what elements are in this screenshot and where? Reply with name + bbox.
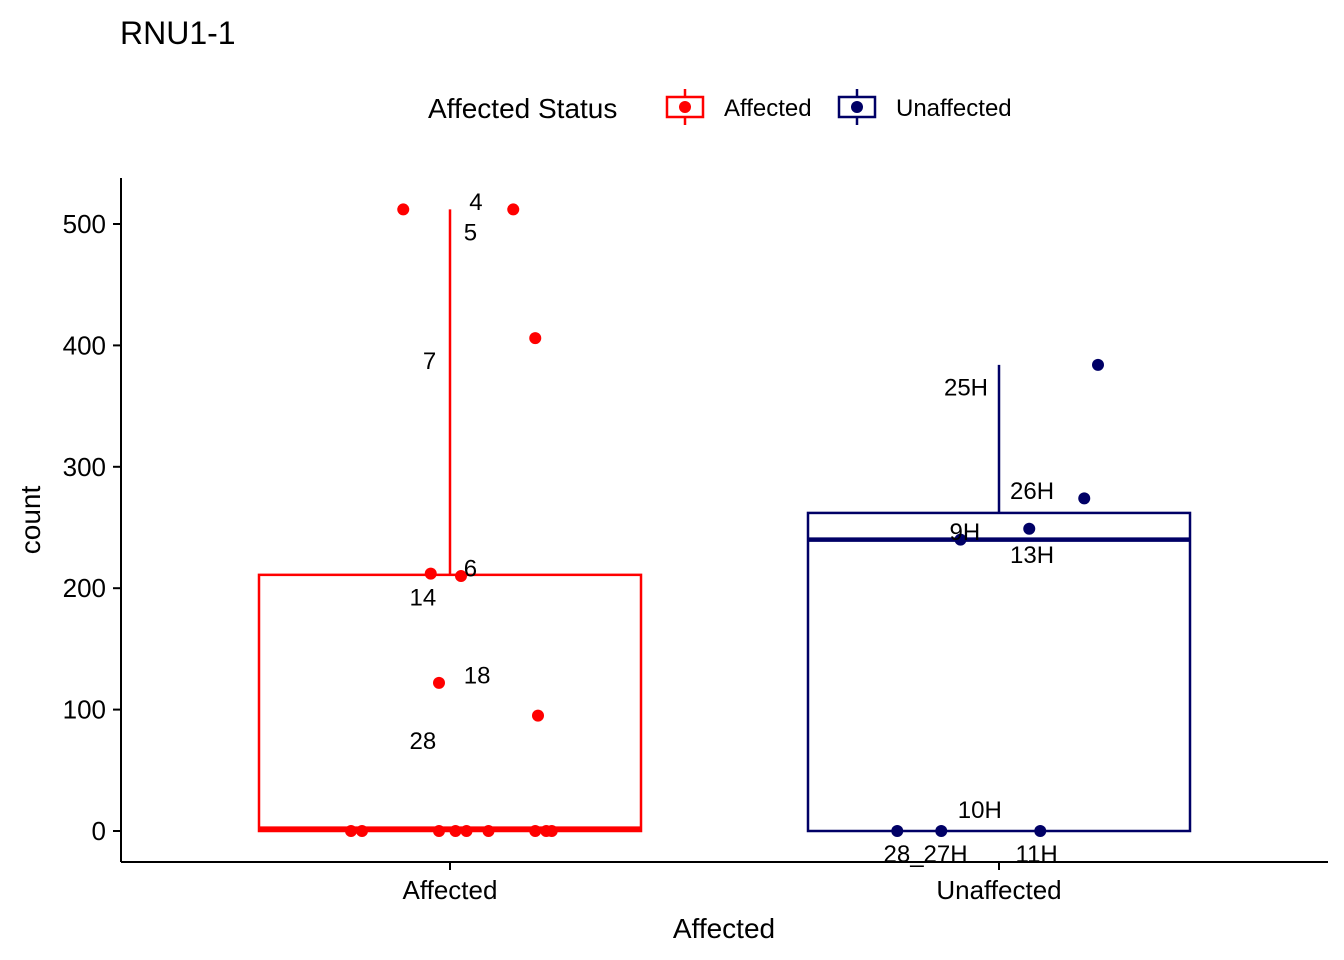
data-point [449, 825, 462, 837]
y-tick-label: 0 [92, 816, 106, 846]
data-point [455, 570, 467, 583]
data-point [529, 332, 542, 345]
data-point [1023, 522, 1036, 535]
data-point [891, 825, 904, 837]
point-label: 13H [1010, 542, 1054, 569]
data-point [424, 567, 437, 580]
y-tick-label: 200 [63, 573, 106, 603]
legend-label: Affected [724, 95, 812, 122]
data-point [1034, 825, 1047, 837]
point-label: 4 [469, 189, 482, 216]
data-point [935, 825, 948, 837]
y-tick-label: 300 [63, 452, 106, 482]
data-point [345, 825, 357, 837]
data-point [545, 825, 558, 837]
point-label: 28 [410, 728, 437, 755]
data-point [1092, 358, 1104, 371]
data-point [532, 709, 544, 722]
box [257, 573, 643, 833]
legend-key-unaffected [837, 89, 877, 125]
chart-title: RNU1-1 [120, 15, 236, 51]
legend: Affected Status Affected Unaffected [428, 89, 1012, 125]
data-point [433, 825, 445, 837]
point-label: 18 [464, 662, 491, 689]
box-group-unaffected: 25H 26H 13H 9H 28_27H 10H 11H [806, 358, 1192, 868]
data-point [460, 825, 473, 837]
point-label: 28_27H [884, 841, 968, 868]
y-tick-label: 500 [63, 209, 106, 239]
legend-point [679, 101, 691, 113]
data-point [356, 825, 368, 837]
plot-area: 4 5 7 14 6 18 28 25H 26H 13H 9H 28_27H 10H 11H [257, 189, 1192, 868]
legend-title: Affected Status [428, 93, 617, 124]
data-point [433, 676, 445, 689]
point-label: 7 [423, 348, 436, 375]
legend-label: Unaffected [896, 95, 1012, 122]
y-tick-label: 100 [63, 695, 106, 725]
point-label: 10H [958, 797, 1002, 824]
y-axis-title: count [15, 486, 46, 555]
box-group-affected: 4 5 7 14 6 18 28 [257, 189, 643, 837]
data-point [507, 203, 520, 216]
data-point [482, 825, 495, 837]
point-label: 6 [464, 556, 477, 583]
data-point [1078, 492, 1091, 505]
x-tick-label: Unaffected [936, 875, 1061, 905]
legend-point [851, 101, 863, 113]
axes: 0 100 200 300 400 500 Affected Unaffected [63, 178, 1328, 905]
point-label: 11H [1016, 841, 1058, 868]
point-label: 26H [1010, 478, 1054, 505]
legend-key-affected [665, 89, 705, 125]
data-point [397, 203, 410, 216]
data-point [529, 825, 542, 837]
x-axis-title: Affected [673, 913, 775, 944]
x-tick-label: Affected [403, 875, 498, 905]
point-label: 5 [464, 219, 477, 246]
point-label: 14 [410, 585, 437, 612]
data-point [954, 533, 967, 546]
point-label: 9H [950, 519, 981, 546]
y-tick-label: 400 [63, 330, 106, 360]
box [806, 511, 1192, 833]
point-label: 25H [944, 375, 988, 402]
